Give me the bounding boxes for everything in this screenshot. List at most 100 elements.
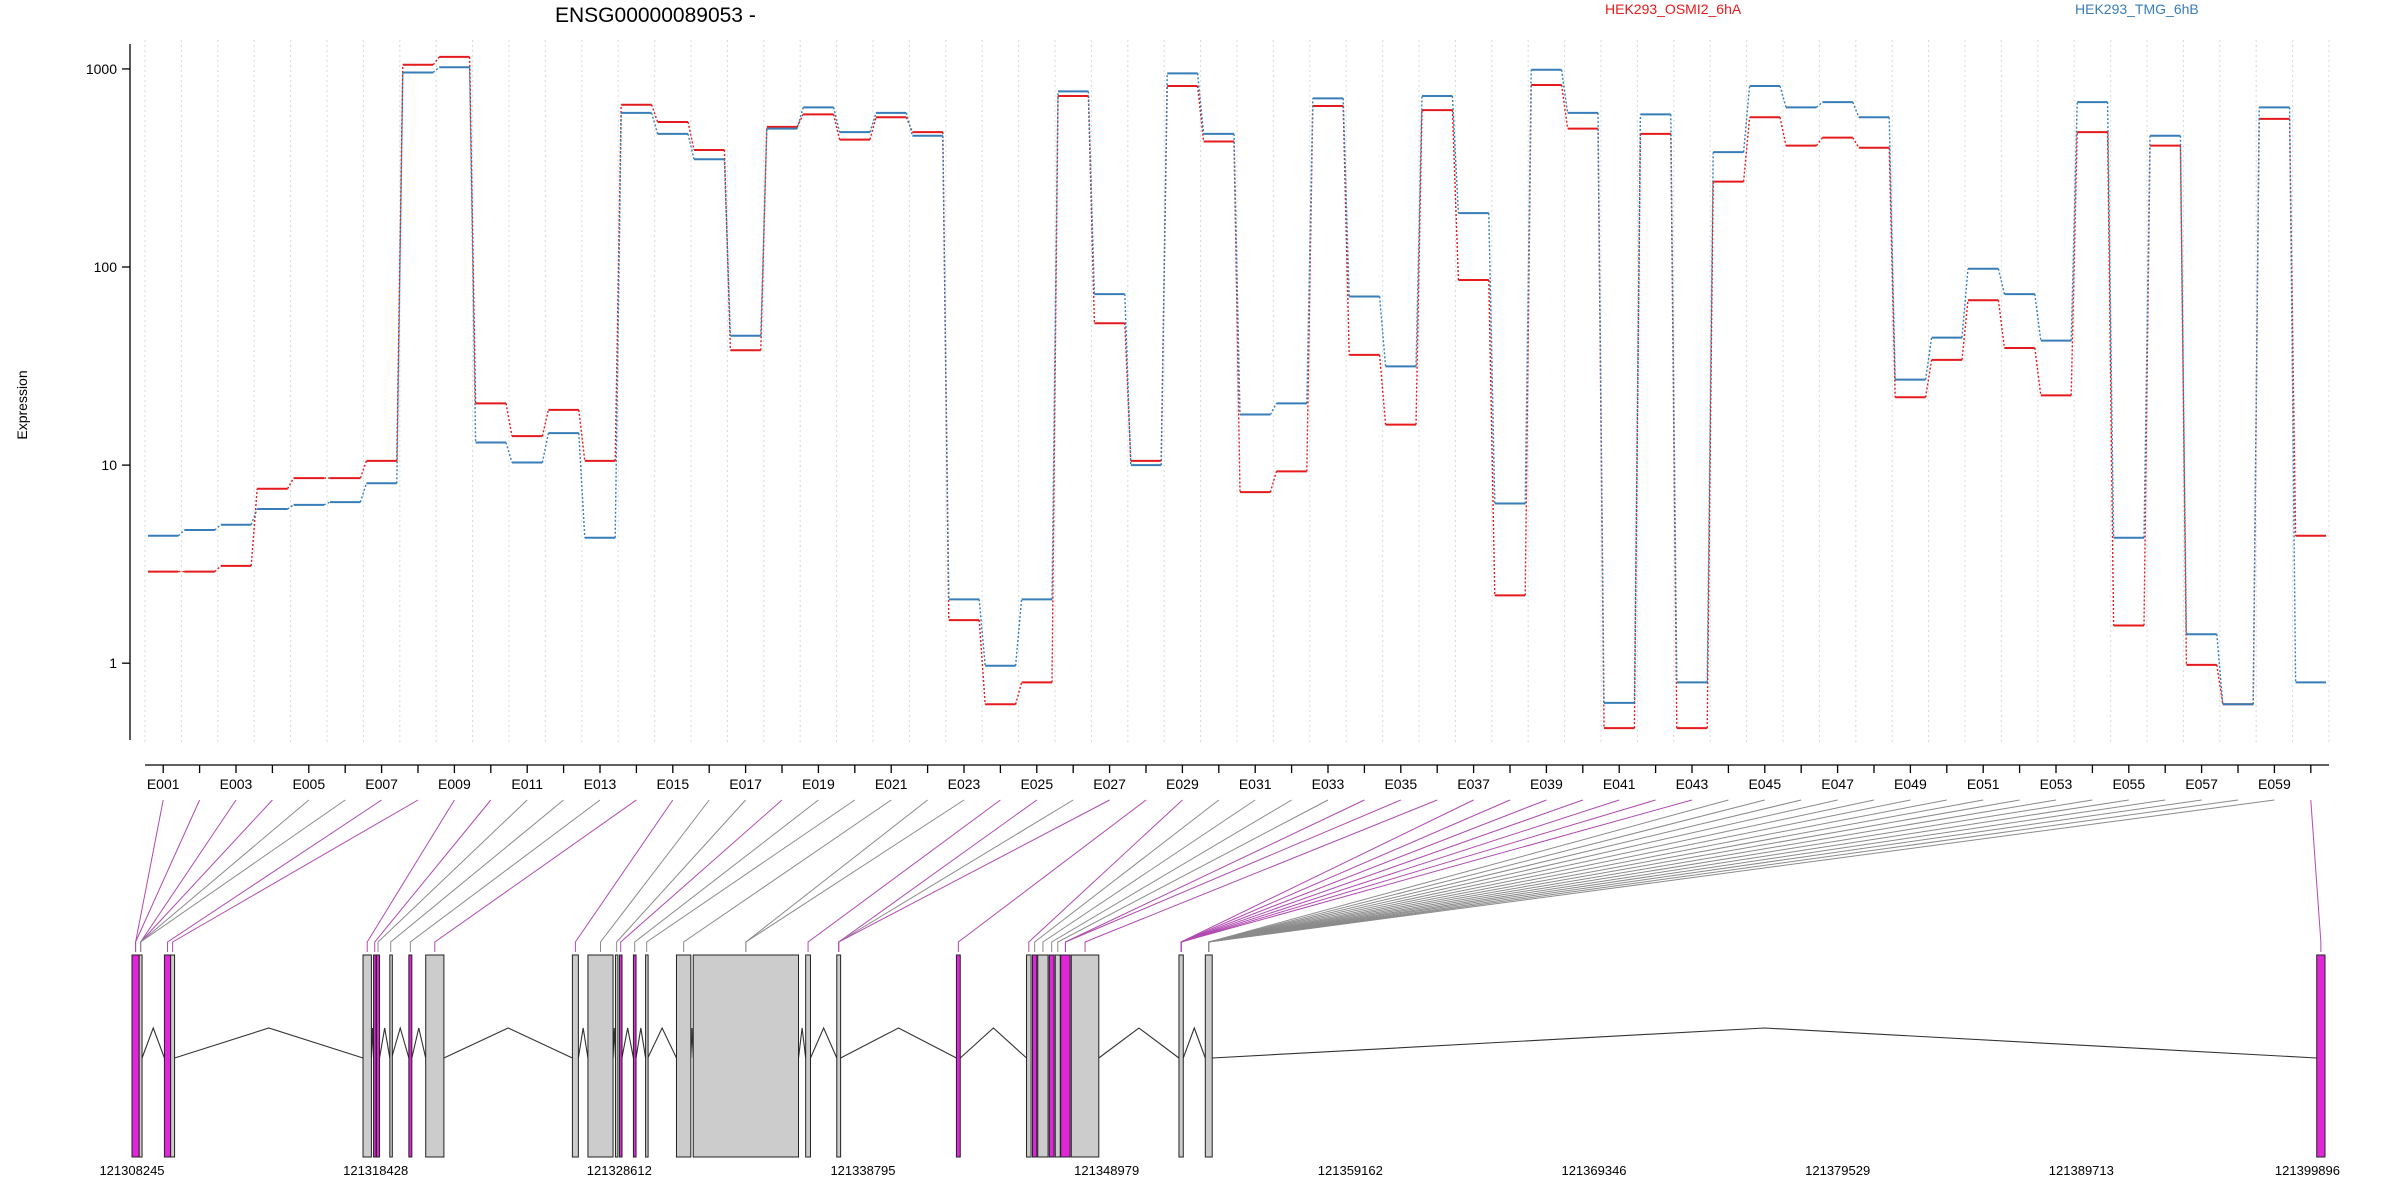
data-connector	[760, 128, 768, 336]
data-connector	[432, 56, 440, 66]
data-connector	[214, 524, 222, 531]
connector-line-highlight	[434, 799, 637, 952]
connector-line	[1034, 799, 1220, 952]
exon-block	[389, 954, 393, 1158]
intron-line	[621, 1027, 634, 1059]
y-tick-label: 10	[101, 457, 117, 473]
intron-line	[577, 1027, 589, 1059]
data-connector	[177, 529, 185, 537]
connector-line-highlight	[172, 799, 419, 952]
x-tick-label: E047	[1821, 776, 1854, 792]
intron-line	[391, 1026, 410, 1059]
series-2	[148, 66, 2326, 706]
x-tick-label: E057	[2185, 776, 2218, 792]
legend-series-1: HEK293_OSMI2_6hA	[1605, 1, 1742, 17]
exon-block-highlight	[163, 954, 172, 1158]
exon-block	[614, 954, 619, 1158]
data-connector	[359, 483, 368, 503]
connector-line-highlight	[366, 799, 455, 952]
data-connector	[1488, 279, 1496, 596]
data-connector	[250, 508, 258, 525]
data-connector	[832, 114, 841, 140]
data-connector	[2179, 135, 2188, 635]
x-tick-label: E035	[1384, 776, 1417, 792]
connector-line-highlight	[140, 799, 273, 952]
data-connector	[359, 460, 368, 479]
connector-line-highlight	[140, 799, 237, 952]
exon-block-highlight	[131, 954, 140, 1158]
data-connector	[1415, 110, 1423, 425]
data-connector	[1014, 599, 1023, 666]
connector-line	[646, 799, 856, 952]
x-tick-label: E039	[1530, 776, 1563, 792]
x-tick-label: E049	[1894, 776, 1927, 792]
data-connector	[1488, 213, 1496, 504]
connector-line	[1208, 799, 2239, 952]
intron-line	[378, 1027, 391, 1059]
data-connector	[1342, 98, 1350, 297]
legend-series-2: HEK293_TMG_6hB	[2075, 1, 2199, 17]
exon-block	[362, 954, 372, 1158]
data-connector	[1961, 300, 1969, 360]
data-connector	[1524, 69, 1532, 504]
connector-line	[616, 799, 746, 952]
connector-line-highlight	[957, 799, 1147, 952]
x-tick-label: E005	[292, 776, 325, 792]
data-connector	[1415, 96, 1423, 367]
exon-block-highlight	[1032, 954, 1038, 1158]
coordinate-label: 121348979	[1074, 1163, 1139, 1178]
x-tick-label: E033	[1312, 776, 1345, 792]
intron-line	[141, 1026, 165, 1059]
exon-block-highlight	[619, 954, 623, 1158]
connector-line	[140, 799, 346, 952]
data-connector	[687, 133, 695, 160]
connector-line-highlight	[1180, 799, 1547, 952]
data-connector	[1051, 91, 1059, 600]
exon-block	[692, 954, 800, 1158]
data-connector	[1924, 337, 1933, 380]
data-connector	[323, 501, 331, 506]
data-connector	[1051, 96, 1059, 683]
data-connector	[396, 72, 404, 484]
connector-line	[745, 799, 928, 952]
connector-line	[1208, 799, 2020, 952]
connector-line	[1208, 799, 1984, 952]
x-axis: E001 E003 E005 E007 E009 E011 E013 E015 E017 E019…	[145, 764, 2329, 792]
plot-series	[148, 55, 2326, 730]
data-connector	[1706, 152, 1714, 683]
exon-block	[138, 954, 143, 1158]
connector-line	[600, 799, 710, 952]
y-tick-label: 100	[94, 259, 118, 275]
x-tick-label: E019	[802, 776, 835, 792]
y-axis: 1 10 100 1000	[86, 44, 131, 740]
connector-line	[409, 799, 601, 952]
data-connector	[1852, 101, 1860, 118]
data-connector	[1233, 141, 1241, 493]
data-connector	[1560, 84, 1569, 129]
data-connector	[1997, 268, 2006, 295]
connector-line-highlight	[838, 799, 1110, 952]
data-connector	[286, 477, 295, 490]
x-tick-label: E045	[1748, 776, 1781, 792]
x-tick-label: E009	[438, 776, 471, 792]
connector-line	[1051, 799, 1292, 952]
data-connector	[1087, 95, 1096, 324]
data-connector	[505, 403, 513, 437]
data-connector	[1815, 101, 1823, 108]
intron-line	[174, 1027, 364, 1059]
data-connector	[1196, 73, 1205, 134]
connector-line-highlight	[574, 799, 674, 952]
exon-block	[645, 954, 649, 1158]
coordinate-label: 121389713	[2049, 1163, 2114, 1178]
x-tick-label: E003	[220, 776, 253, 792]
data-connector	[1560, 69, 1569, 113]
x-tick-label: E041	[1603, 776, 1636, 792]
intron-line	[635, 1027, 647, 1059]
coordinate-label: 121369346	[1561, 1163, 1626, 1178]
x-tick-label: E011	[511, 776, 543, 792]
connector-line	[390, 799, 564, 952]
data-connector	[978, 599, 986, 666]
exon-block	[675, 954, 692, 1158]
x-tick-label: E015	[656, 776, 689, 792]
